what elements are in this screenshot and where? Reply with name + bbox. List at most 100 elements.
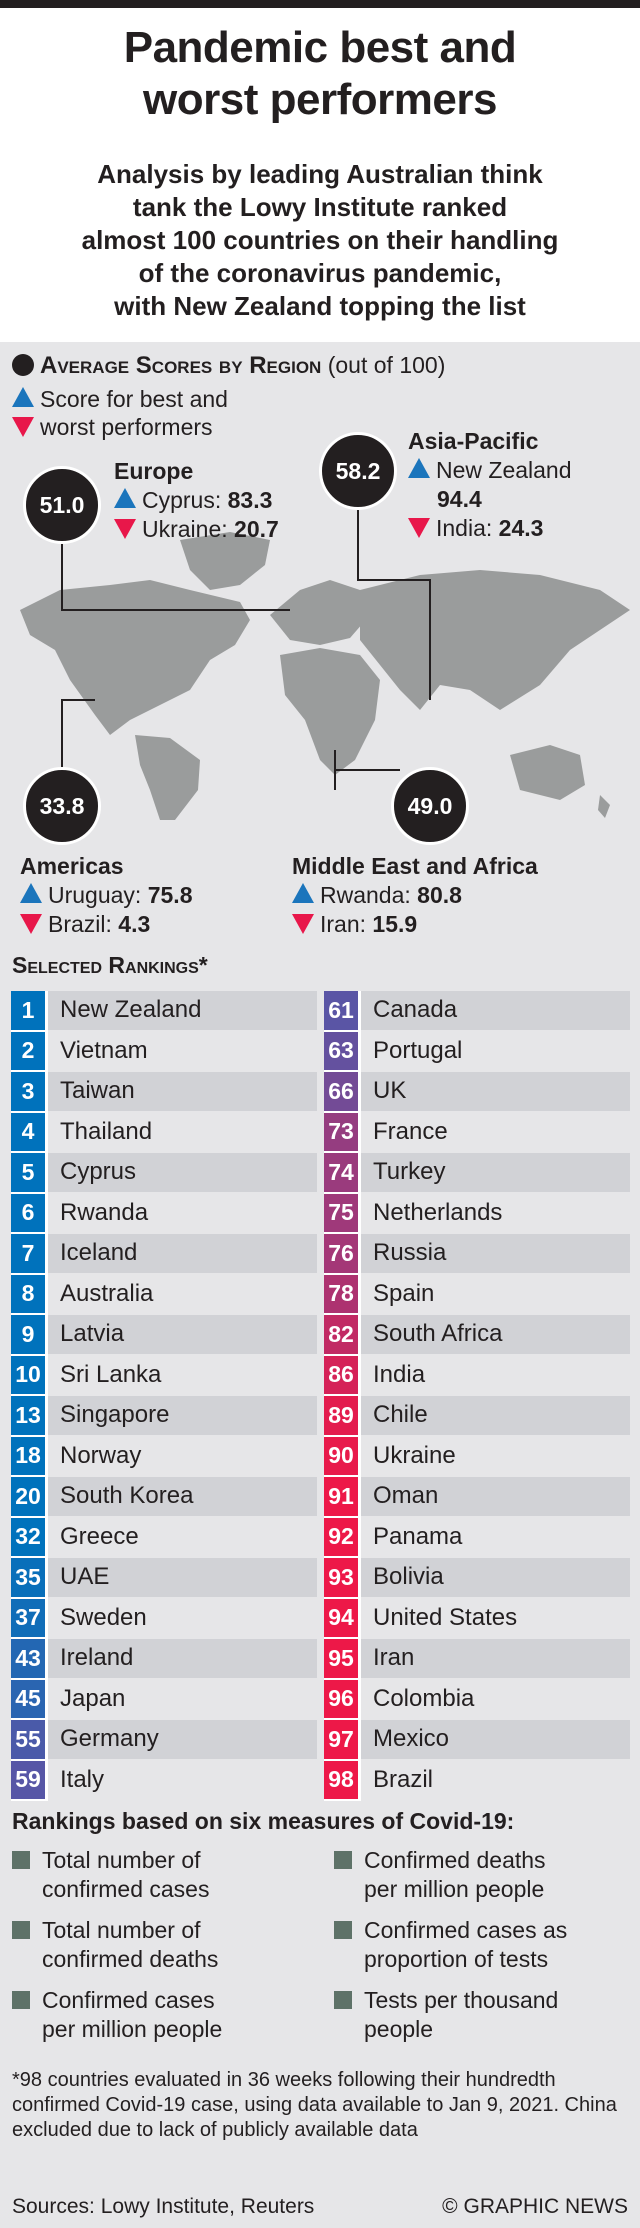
country-name: Colombia <box>361 1680 630 1720</box>
square-icon <box>334 1991 352 2009</box>
ranking-row: 90 Ukraine <box>324 1436 630 1477</box>
ranking-row: 66 UK <box>324 1072 630 1113</box>
ranking-row: 89 Chile <box>324 1396 630 1437</box>
ranking-row: 13 Singapore <box>11 1396 317 1437</box>
measures-left: Total number of confirmed cases Total num… <box>12 1846 312 2044</box>
legend-best: Score for best and <box>12 386 228 413</box>
country-name: Oman <box>361 1477 630 1518</box>
country-name: Canada <box>361 991 630 1032</box>
country-name: Latvia <box>48 1315 317 1356</box>
worst-performer: Iran: 15.9 <box>292 910 538 939</box>
subtitle-line: of the coronavirus pandemic, <box>138 258 502 288</box>
asia <box>360 570 630 710</box>
country-name: Netherlands <box>361 1194 630 1234</box>
ranking-row: 10 Sri Lanka <box>11 1355 317 1396</box>
score-value: 58.2 <box>335 457 381 484</box>
country-name: France <box>361 1113 630 1153</box>
americas-score-bubble: 33.8 <box>23 767 101 845</box>
square-icon <box>12 1921 30 1939</box>
rank-number: 59 <box>11 1760 48 1801</box>
measure-item: Total number of confirmed cases <box>12 1846 312 1904</box>
measures-right: Confirmed deaths per million people Confi… <box>334 1846 634 2044</box>
measure-text: confirmed deaths <box>42 1946 219 1972</box>
page-title: Pandemic best and worst performers <box>0 22 640 126</box>
best-score: 94.4 <box>408 485 572 514</box>
australia <box>510 745 585 800</box>
rank-number: 91 <box>324 1477 361 1518</box>
country: Uruguay: <box>48 882 142 908</box>
measure-text: people <box>364 2016 434 2042</box>
rank-number: 98 <box>324 1760 361 1801</box>
country-name: Norway <box>48 1437 317 1477</box>
asia-leader-line <box>357 510 431 700</box>
ranking-row: 35 UAE <box>11 1558 317 1599</box>
triangle-up-icon <box>408 458 430 478</box>
triangle-up-icon <box>12 387 34 407</box>
region-name: Americas <box>20 853 124 879</box>
best-performer: New Zealand <box>408 456 572 485</box>
ranking-row: 75 Netherlands <box>324 1193 630 1234</box>
rank-number: 93 <box>324 1558 361 1599</box>
rankings-left-column: 1 New Zealand 2 Vietnam 3 Taiwan 4 Thailand 5 Cyp… <box>11 991 317 1801</box>
legend-heading-text: Average Scores by Region <box>40 352 322 379</box>
country-name: Mexico <box>361 1720 630 1761</box>
rank-number: 92 <box>324 1517 361 1558</box>
rank-number: 3 <box>11 1072 48 1113</box>
measure-text: Confirmed cases as <box>364 1917 568 1943</box>
triangle-down-icon <box>114 519 136 539</box>
asia-pacific-label: Asia-Pacific New Zealand 94.4 India: 24.… <box>408 427 572 543</box>
rank-number: 61 <box>324 991 361 1032</box>
ranking-row: 4 Thailand <box>11 1112 317 1153</box>
ranking-row: 86 India <box>324 1355 630 1396</box>
greenland <box>180 532 270 590</box>
rank-number: 95 <box>324 1639 361 1680</box>
rank-number: 20 <box>11 1477 48 1518</box>
ranking-row: 55 Germany <box>11 1720 317 1761</box>
subtitle-line: tank the Lowy Institute ranked <box>132 192 508 222</box>
legend-heading: Average Scores by Region (out of 100) <box>12 352 445 380</box>
rank-number: 97 <box>324 1720 361 1761</box>
country-name: Japan <box>48 1680 317 1720</box>
ranking-row: 2 Vietnam <box>11 1031 317 1072</box>
worst-performer: Ukraine: 20.7 <box>114 515 279 544</box>
rank-number: 96 <box>324 1679 361 1720</box>
measure-text: Tests per thousand <box>364 1987 559 2013</box>
credit: © GRAPHIC NEWS <box>442 2195 628 2218</box>
measure-text: per million people <box>364 1876 545 1902</box>
south-america <box>135 735 200 820</box>
ranking-row: 97 Mexico <box>324 1720 630 1761</box>
country-name: Russia <box>361 1234 630 1275</box>
rankings-heading: Selected Rankings* <box>12 952 208 978</box>
best-performer: Cyprus: 83.3 <box>114 486 279 515</box>
measure-text: Confirmed deaths <box>364 1847 546 1873</box>
country-name: Italy <box>48 1761 317 1801</box>
measure-item: Tests per thousand people <box>334 1986 634 2044</box>
rank-number: 74 <box>324 1153 361 1194</box>
country-name: Brazil <box>361 1761 630 1801</box>
measure-item: Confirmed deaths per million people <box>334 1846 634 1904</box>
measure-item: Confirmed cases per million people <box>12 1986 312 2044</box>
country-name: Ukraine <box>361 1437 630 1477</box>
country-name: Panama <box>361 1518 630 1558</box>
legend-text: worst performers <box>40 414 213 440</box>
title-line: Pandemic best and <box>123 23 517 72</box>
ranking-row: 82 South Africa <box>324 1315 630 1356</box>
rank-number: 13 <box>11 1396 48 1437</box>
triangle-down-icon <box>292 914 314 934</box>
measure-text: confirmed cases <box>42 1876 210 1902</box>
measures-heading: Rankings based on six measures of Covid-… <box>12 1808 515 1834</box>
ranking-row: 8 Australia <box>11 1274 317 1315</box>
rank-number: 76 <box>324 1234 361 1275</box>
score: 80.8 <box>417 882 462 908</box>
europe <box>270 580 370 645</box>
measure-text: Confirmed cases <box>42 1987 215 2013</box>
ranking-row: 95 Iran <box>324 1639 630 1680</box>
worst-performer: Brazil: 4.3 <box>20 910 192 939</box>
square-icon <box>334 1921 352 1939</box>
new-zealand <box>598 795 610 818</box>
north-america <box>20 580 250 735</box>
country-name: Vietnam <box>48 1032 317 1072</box>
country-name: Rwanda <box>48 1194 317 1234</box>
country: India: <box>436 515 493 541</box>
rank-number: 32 <box>11 1517 48 1558</box>
